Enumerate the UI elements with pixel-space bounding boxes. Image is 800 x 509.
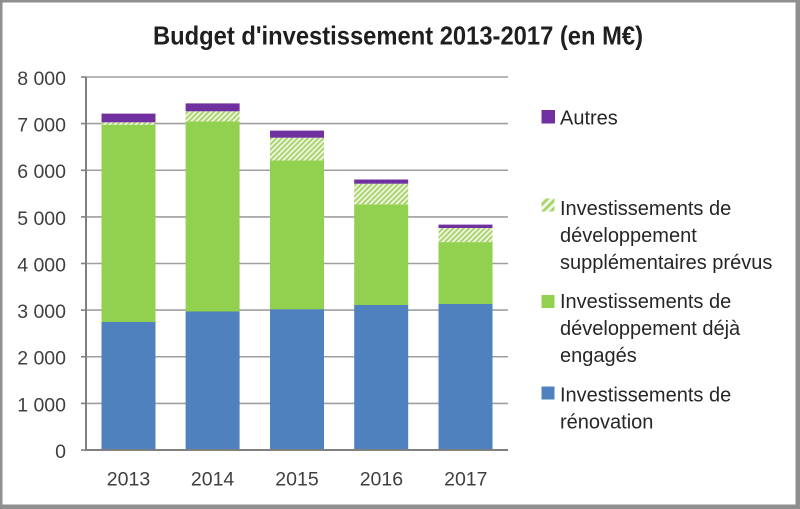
svg-text:2016: 2016 [360,469,403,491]
svg-text:8 000: 8 000 [17,68,66,90]
svg-text:2015: 2015 [275,469,319,491]
svg-text:2013: 2013 [107,469,150,491]
svg-text:Budget d'investissement 2013-2: Budget d'investissement 2013-2017 (en M€… [153,21,643,51]
svg-text:2017: 2017 [444,469,487,491]
svg-text:Investissements de: Investissements de [560,198,731,220]
svg-text:2 000: 2 000 [17,348,66,370]
svg-text:supplémentaires prévus: supplémentaires prévus [560,252,772,274]
svg-text:6 000: 6 000 [17,161,66,183]
svg-text:3 000: 3 000 [17,301,66,323]
svg-text:Autres: Autres [560,108,618,130]
svg-text:Investissements de: Investissements de [560,291,731,313]
svg-text:rénovation: rénovation [560,412,653,434]
svg-text:développement: développement [560,225,697,247]
svg-text:5 000: 5 000 [17,208,66,230]
svg-text:engagés: engagés [560,345,637,367]
svg-text:2014: 2014 [191,469,235,491]
svg-text:0: 0 [55,441,66,463]
svg-text:Investissements de: Investissements de [560,385,731,407]
svg-text:7 000: 7 000 [17,115,66,137]
svg-text:développement déjà: développement déjà [560,318,741,340]
svg-text:1 000: 1 000 [17,394,66,416]
svg-text:4 000: 4 000 [17,255,66,277]
